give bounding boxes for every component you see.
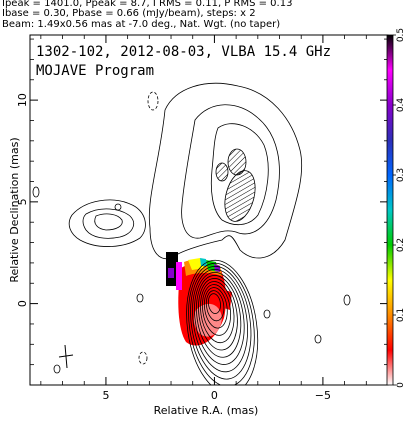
contour-left-inner	[82, 208, 134, 239]
contour-jet-3	[210, 123, 269, 226]
core-contour-8	[194, 271, 245, 365]
contour-outer-jet	[148, 82, 303, 260]
chart-title: 1302-102, 2012-08-03, VLBA 15.4 GHz	[36, 44, 331, 60]
core-contour-9	[192, 268, 248, 373]
colorbar-ticks: 0 0.1 0.2 0.3 0.4 0.5	[393, 28, 406, 388]
colorbar: 0 0.1 0.2 0.3 0.4 0.5	[386, 28, 406, 388]
core-contour-10	[190, 265, 252, 380]
neg-contour-3	[138, 351, 148, 365]
small-contour-7	[136, 293, 144, 303]
y-tick-label-1: 5	[16, 198, 29, 205]
colorbar-tick-label-2: 0.2	[396, 238, 406, 252]
colorbar-tick-label-3: 0.3	[396, 168, 406, 182]
x-axis-label: Relative R.A. (mas)	[154, 404, 259, 417]
colorbar-tick-label-5: 0.5	[396, 28, 406, 42]
core-contour-1	[207, 293, 221, 314]
core-contour-6	[198, 278, 238, 351]
contour-layer	[32, 82, 351, 385]
small-contour-6	[53, 364, 61, 374]
header-stats-line-2: Ibase = 0.30, Pbase = 0.66 (mJy/beam), s…	[2, 8, 256, 19]
core-contour-4	[202, 284, 232, 336]
contour-left-core	[94, 213, 123, 231]
core-contour-5	[200, 281, 235, 344]
x-tick-label-2: −5	[315, 389, 331, 402]
core-contours	[186, 259, 259, 385]
neg-contour-1	[147, 91, 159, 111]
core-contour-2	[205, 290, 225, 322]
colorbar-gradient	[386, 34, 394, 386]
contour-jet-2	[181, 104, 280, 239]
colorbar-tick-label-4: 0.4	[396, 98, 406, 113]
pol-blob-1	[224, 170, 256, 222]
header-beam-line: Beam: 1.49x0.56 mas at -7.0 deg., Nat. W…	[2, 19, 281, 30]
small-contour-4	[343, 294, 351, 306]
y-tick-label-2: 10	[16, 93, 29, 107]
y-axis-label: Relative Declination (mas)	[8, 137, 21, 282]
contour-left-extension	[68, 199, 146, 247]
beam-cross	[58, 344, 74, 369]
pol-blob-2	[227, 148, 247, 176]
core-contour-12	[186, 259, 259, 385]
small-contour-5	[314, 334, 322, 344]
axis-ticks: 5 0 −5 0 5 10	[16, 35, 388, 402]
small-contour-3	[263, 309, 271, 319]
colorbar-tick-label-0: 0	[396, 382, 406, 388]
core-contour-3	[203, 287, 228, 329]
small-contour-1	[32, 186, 40, 198]
pol-blob-3	[215, 162, 229, 182]
y-tick-label-0: 0	[16, 300, 29, 307]
header-stats-line-1: Ipeak = 1401.0, Ppeak = 8.7, I RMS = 0.1…	[2, 0, 293, 9]
small-contour-2	[114, 203, 122, 211]
x-tick-label-0: 5	[102, 389, 109, 402]
colorbar-tick-label-1: 0.1	[396, 308, 406, 322]
x-tick-label-1: 0	[211, 389, 218, 402]
chart-subtitle: MOJAVE Program	[36, 63, 154, 79]
core-contour-11	[188, 262, 255, 385]
core-contour-7	[196, 275, 242, 358]
